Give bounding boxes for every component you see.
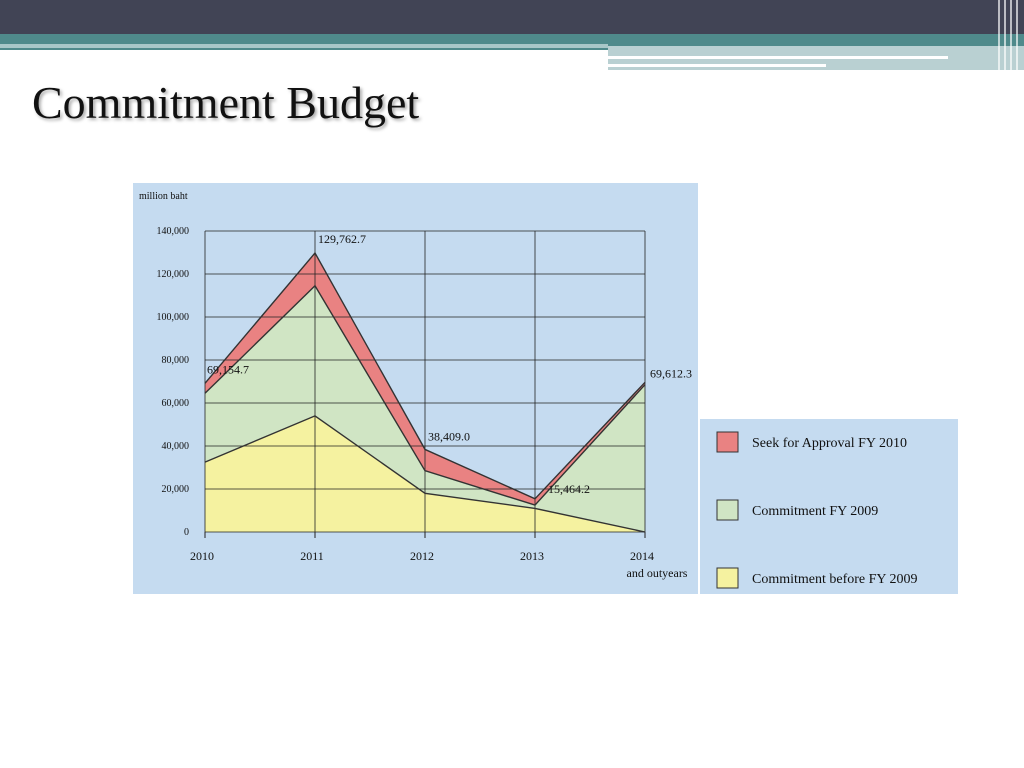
y-tick-label: 0 <box>184 527 189 538</box>
y-tick-label: 20,000 <box>162 484 190 495</box>
legend-panel <box>700 419 958 594</box>
right-accent-line <box>608 64 826 67</box>
x-tick-label: 2014 <box>630 549 654 563</box>
total-data-label: 38,409.0 <box>428 429 470 443</box>
legend-swatch-commitment-before-fy-2009 <box>716 567 739 589</box>
total-data-label: 69,612.3 <box>650 366 692 380</box>
x-tick-label: 2011 <box>300 549 324 563</box>
total-data-label: 129,762.7 <box>318 232 366 246</box>
total-data-label: 15,464.2 <box>548 482 590 496</box>
series-line-seek-for-approval-fy-2010 <box>204 251 646 500</box>
legend-swatch-commitment-fy-2009 <box>716 499 739 521</box>
series-line-commitment-fy-2009 <box>204 284 646 506</box>
x-tick-label: 2013 <box>520 549 544 563</box>
legend-label-seek-for-approval-fy-2010: Seek for Approval FY 2010 <box>752 436 907 451</box>
top-banner-bar <box>0 0 1024 34</box>
right-accent-line <box>608 56 948 59</box>
legend-label-commitment-fy-2009: Commitment FY 2009 <box>752 504 878 519</box>
y-tick-label: 120,000 <box>157 269 190 280</box>
y-unit-label: million baht <box>139 191 188 202</box>
total-data-label: 69,154.7 <box>207 362 249 376</box>
x-tick-label: 2012 <box>410 549 434 563</box>
corner-decoration <box>994 0 1024 70</box>
y-tick-label: 140,000 <box>157 226 190 237</box>
legend-swatch-seek-for-approval-fy-2010 <box>716 431 739 453</box>
y-tick-label: 60,000 <box>162 398 190 409</box>
legend-label-commitment-before-fy-2009: Commitment before FY 2009 <box>752 572 918 587</box>
y-tick-label: 40,000 <box>162 441 190 452</box>
y-tick-label: 80,000 <box>162 355 190 366</box>
y-tick-label: 100,000 <box>157 312 190 323</box>
series-line-commitment-before-fy-2009 <box>204 415 646 533</box>
x-tick-label: 2010 <box>190 549 214 563</box>
slide-title: Commitment Budget <box>32 77 420 128</box>
teal-banner-highlight <box>0 44 608 48</box>
x-axis-sublabel: and outyears <box>627 566 688 580</box>
